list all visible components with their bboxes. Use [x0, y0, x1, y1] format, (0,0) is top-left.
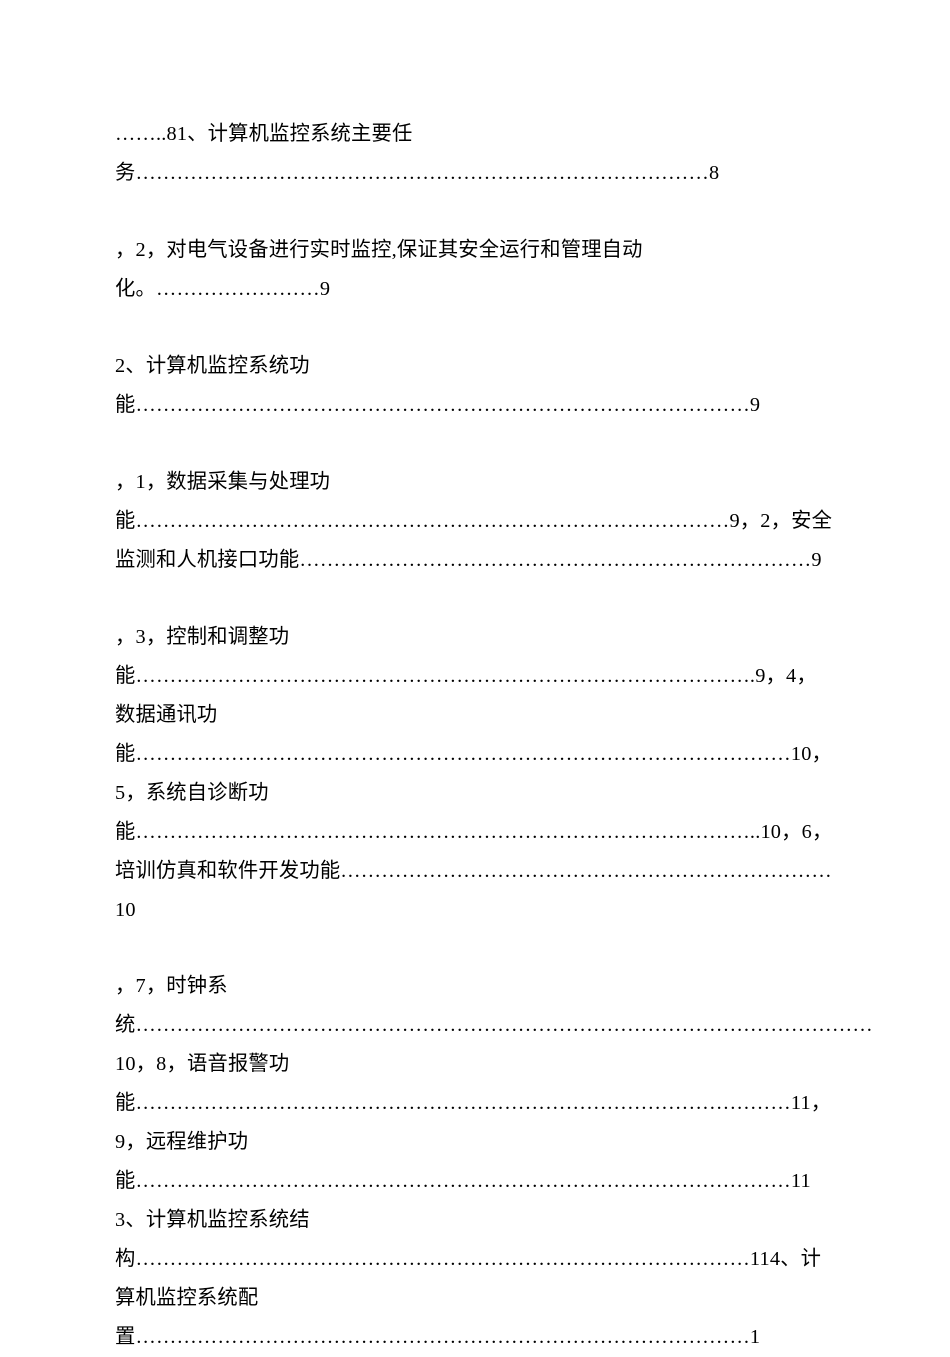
toc-paragraph-1: ……..81、计算机监控系统主要任务…………………………………………………………… — [115, 115, 835, 193]
toc-paragraph-4: ，1，数据采集与处理功能…………………………………………………………………………… — [115, 463, 835, 580]
toc-paragraph-5: ，3，控制和调整功能………………………………………………………………………………… — [115, 618, 835, 930]
toc-paragraph-3: 2、计算机监控系统功能……………………………………………………………………………… — [115, 347, 835, 425]
document-page: ……..81、计算机监控系统主要任务…………………………………………………………… — [115, 115, 835, 1357]
toc-paragraph-6: ，7，时钟系统………………………………………………………………………………………… — [115, 967, 835, 1357]
toc-paragraph-2: ，2，对电气设备进行实时监控,保证其安全运行和管理自动化。……………………9 — [115, 231, 835, 309]
